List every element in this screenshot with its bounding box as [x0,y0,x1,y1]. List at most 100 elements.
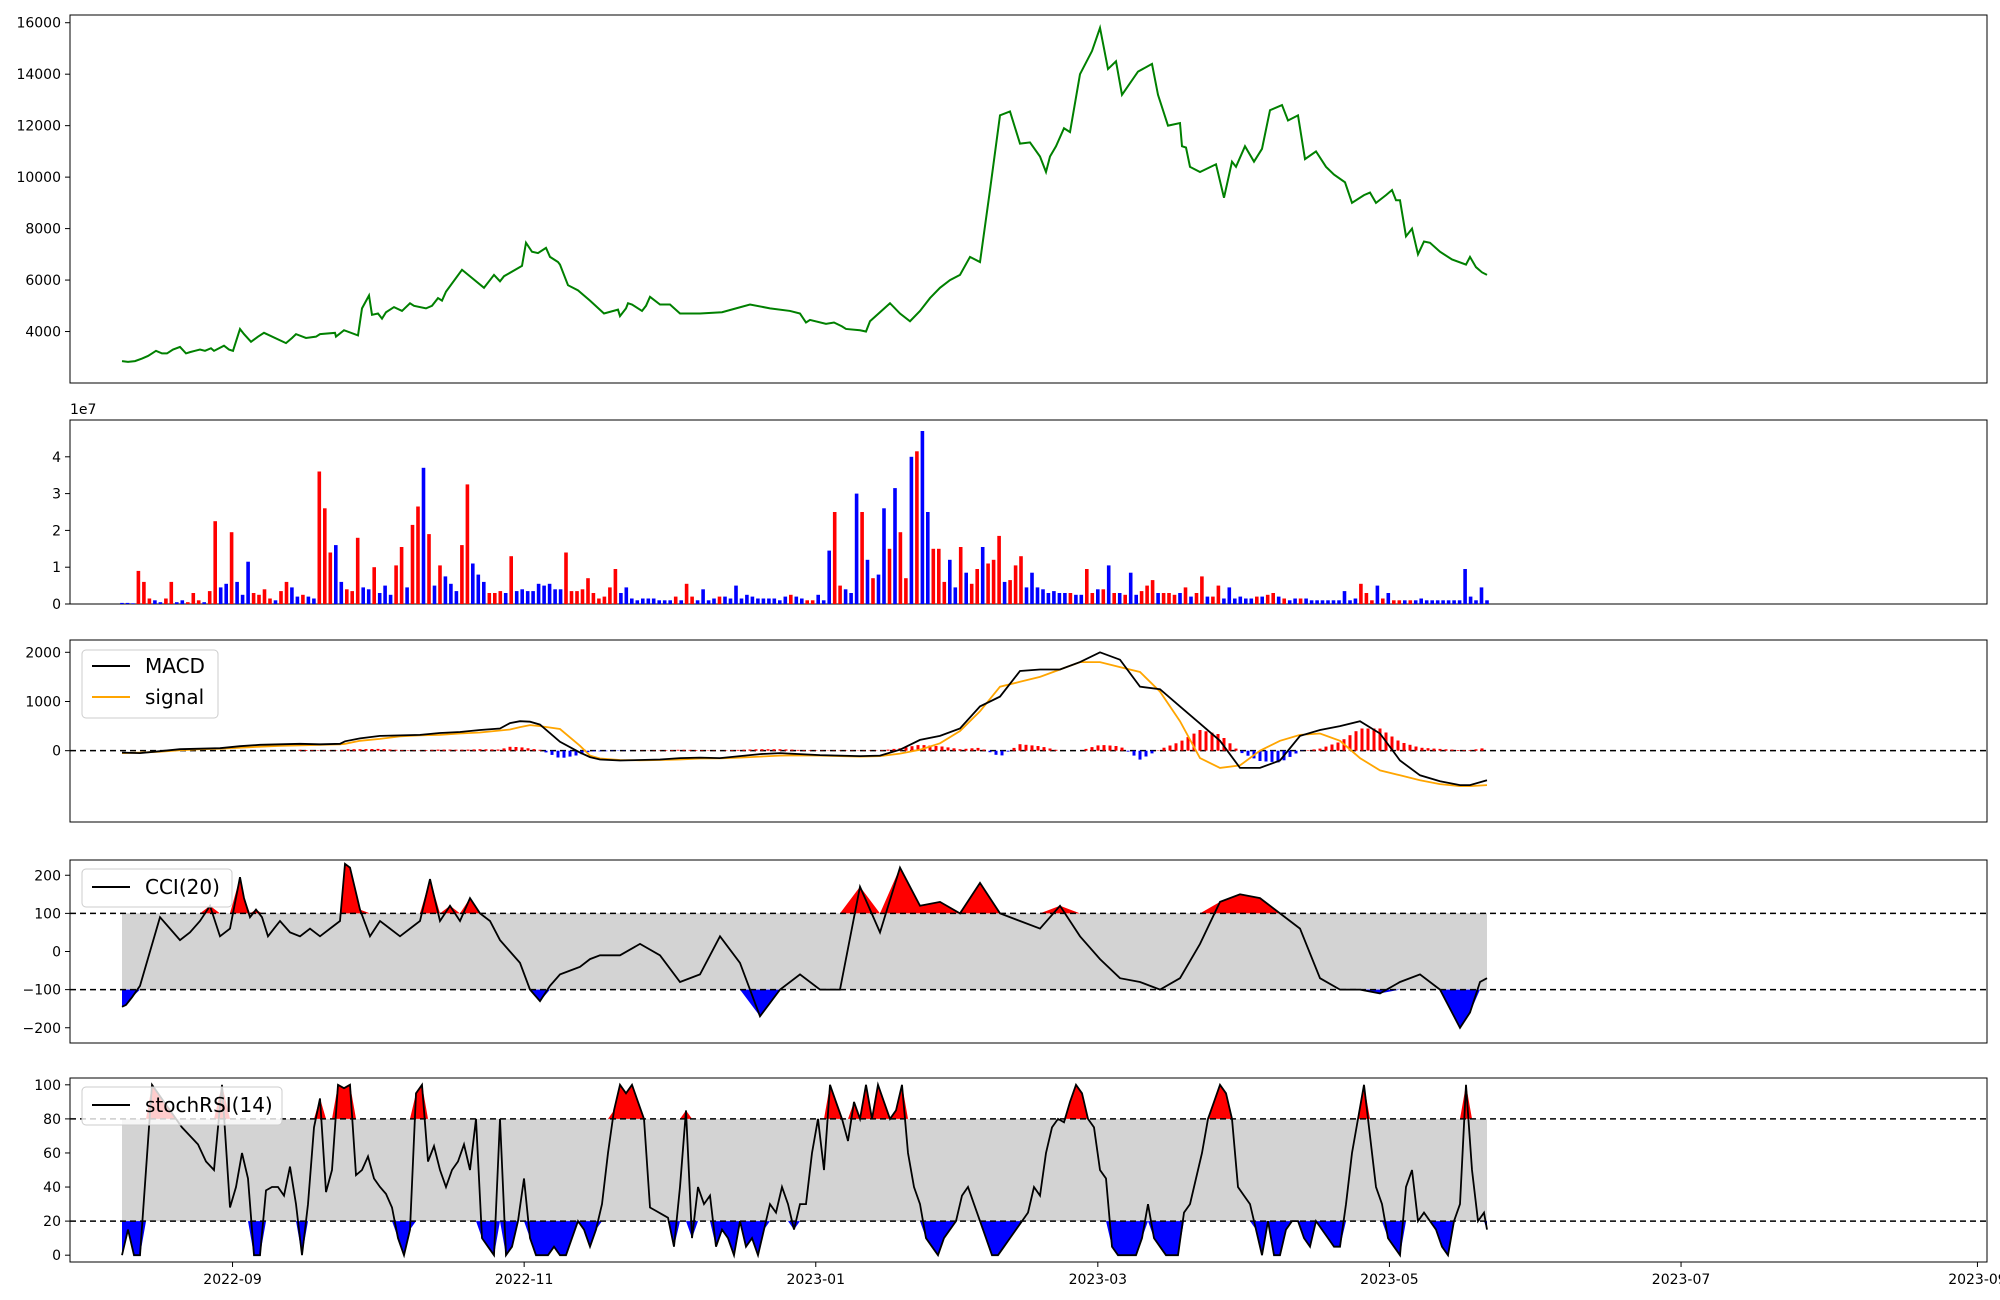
macd-line [121,651,1488,786]
volume-bar [1227,587,1232,604]
macd-hist-bar [1330,744,1334,751]
macd-hist-bar [526,748,530,751]
volume-bar [1112,593,1116,604]
volume-bar [767,598,771,604]
macd-hist-bar [1084,748,1088,751]
macd-hist-bar [538,749,542,751]
volume-bar [306,596,311,604]
volume-bar [1353,598,1358,604]
macd-hist-bar [952,748,956,751]
volume-bar [624,587,629,604]
volume-bar [800,598,804,604]
macd-hist-bar [1480,748,1484,751]
macd-hist-bar [772,749,776,751]
volume-bar [1474,600,1478,604]
volume-bar [1249,598,1254,604]
volume-bar [882,508,886,604]
macd-hist-bar [1258,750,1262,761]
macd-hist-bar [802,750,806,751]
volume-bar [1194,593,1199,604]
macd-hist-bar [964,748,968,751]
macd-hist-bar [766,749,770,751]
macd-hist-bar [514,747,518,751]
volume-bar [810,600,815,604]
macd-hist-bar [1150,750,1154,754]
macd-hist-bar [1174,743,1178,751]
volume-bar [339,581,344,604]
volume-bar [843,589,848,604]
volume-bar [301,594,305,604]
volume-bar [1139,591,1144,604]
volume-bar [1463,569,1467,604]
volume-bar [1101,589,1106,604]
volume-bar [1117,593,1122,604]
macd-hist-bar [1324,746,1328,751]
macd-hist-bar [352,749,356,751]
volume-bar [1096,589,1100,604]
volume-bar [690,596,694,604]
macd-hist-bar [454,749,458,751]
macd-hist-bar [550,750,554,755]
volume-bar [1348,600,1352,604]
volume-bar [438,565,442,604]
panel-frame-stochrsi [69,1077,1988,1263]
volume-bar [388,594,393,604]
volume-bar [421,467,426,604]
volume-bar [915,451,919,604]
macd-hist-bar [1162,747,1166,751]
volume-bar [317,471,322,604]
ytick-label-price: 10000 [16,170,61,186]
volume-bar [1161,593,1166,604]
volume-bar [290,587,294,604]
volume-bar [1150,580,1155,604]
volume-bar [997,535,1001,604]
macd-hist-bar [442,749,446,751]
macd-hist-bar [556,750,560,758]
macd-hist-bar [580,750,584,755]
volume-bar [739,598,744,604]
volume-bar [904,578,908,604]
xtick-label: 2022-09 [203,1272,262,1288]
volume-bar [602,596,607,604]
macd-hist-bar [1456,750,1460,751]
volume-bar [975,569,979,604]
macd-hist-bar [1444,749,1448,751]
macd-hist-bar [562,750,566,758]
macd-hist-bar [394,749,398,751]
volume-bar [279,591,283,604]
volume-bar [1364,593,1369,604]
volume-bar [838,585,842,604]
macd-hist-bar [676,749,680,751]
macd-hist-bar [1018,744,1022,751]
macd-hist-bar [1192,733,1196,751]
macd-hist-bar [730,750,734,751]
macd-hist-bar [1246,750,1250,756]
macd-hist-bar [1210,732,1214,751]
volume-bar [1189,596,1193,604]
volume-bar [1271,593,1275,604]
macd-hist-bar [490,749,494,751]
volume-bar [196,600,201,604]
volume-bar [1386,593,1391,604]
volume-bar [471,563,475,604]
volume-bar [717,596,722,604]
volume-bar [345,589,349,604]
volume-bar [350,591,354,604]
stochrsi-line [121,1081,1488,1259]
volume-bar [657,600,661,604]
volume-bar [586,578,590,604]
volume-bar [1183,587,1188,604]
volume-bar [761,598,766,604]
macd-hist-bar [574,750,578,756]
legend-label-stochrsi: stochRSI(14) [145,1093,273,1117]
volume-bar [679,600,683,604]
macd-hist-bar [436,749,440,751]
macd-hist-bar [1432,748,1436,751]
volume-bar [832,512,837,604]
macd-hist-bar [370,749,374,751]
macd-hist-bar [1054,749,1058,751]
volume-bar [673,596,678,604]
volume-bar [284,581,289,604]
macd-hist-bar [1216,734,1220,751]
macd-hist-bar [982,749,986,751]
